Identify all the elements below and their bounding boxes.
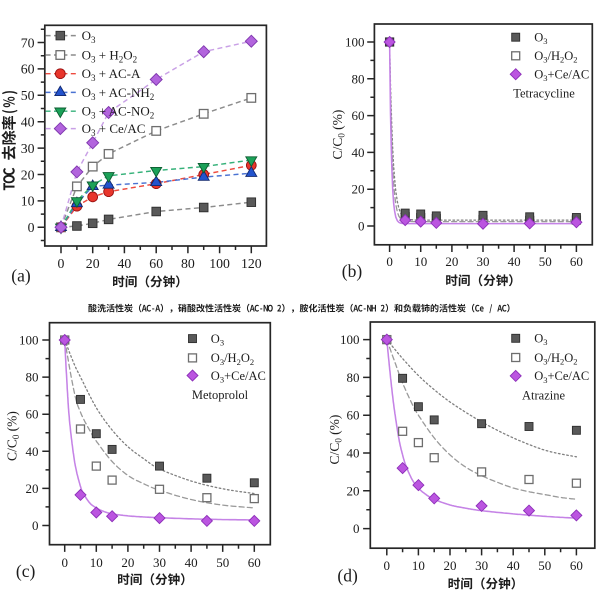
svg-text:40: 40 bbox=[507, 558, 520, 573]
svg-text:O3 + AC-NH2: O3 + AC-NH2 bbox=[82, 85, 155, 102]
svg-text:0: 0 bbox=[28, 220, 35, 235]
svg-text:O3 + AC-A: O3 + AC-A bbox=[82, 66, 141, 83]
svg-text:10: 10 bbox=[414, 254, 427, 269]
svg-text:60: 60 bbox=[26, 407, 39, 422]
svg-text:40: 40 bbox=[118, 256, 132, 271]
svg-text:100: 100 bbox=[340, 332, 360, 347]
svg-text:100: 100 bbox=[209, 256, 230, 271]
svg-text:50: 50 bbox=[21, 88, 35, 103]
svg-text:30: 30 bbox=[475, 558, 488, 573]
svg-text:100: 100 bbox=[345, 35, 365, 50]
svg-text:C/C0 (%): C/C0 (%) bbox=[330, 110, 347, 160]
svg-text:80: 80 bbox=[347, 370, 360, 385]
svg-text:80: 80 bbox=[181, 256, 195, 271]
svg-text:O3/H2O2: O3/H2O2 bbox=[534, 49, 577, 65]
svg-text:40: 40 bbox=[508, 254, 521, 269]
svg-text:C/C0 (%): C/C0 (%) bbox=[5, 411, 22, 461]
svg-text:0: 0 bbox=[384, 558, 391, 573]
svg-text:10: 10 bbox=[412, 558, 425, 573]
svg-text:Tetracycline: Tetracycline bbox=[513, 87, 575, 101]
svg-text:40: 40 bbox=[185, 555, 198, 570]
svg-text:0: 0 bbox=[58, 256, 65, 271]
svg-text:60: 60 bbox=[248, 555, 261, 570]
svg-text:(c): (c) bbox=[16, 561, 36, 581]
svg-text:100: 100 bbox=[19, 333, 39, 348]
svg-text:50: 50 bbox=[538, 558, 551, 573]
svg-text:O3 + H2O2: O3 + H2O2 bbox=[82, 48, 138, 65]
svg-text:30: 30 bbox=[21, 141, 35, 156]
svg-text:60: 60 bbox=[570, 254, 583, 269]
svg-text:O3/H2O2: O3/H2O2 bbox=[534, 351, 577, 367]
svg-text:(b): (b) bbox=[342, 261, 363, 281]
svg-text:120: 120 bbox=[241, 256, 262, 271]
svg-text:20: 20 bbox=[445, 254, 458, 269]
svg-text:20: 20 bbox=[444, 558, 457, 573]
svg-text:0: 0 bbox=[358, 219, 365, 234]
svg-text:80: 80 bbox=[26, 370, 39, 385]
svg-text:20: 20 bbox=[347, 483, 360, 498]
svg-text:60: 60 bbox=[570, 558, 583, 573]
svg-text:Metoprolol: Metoprolol bbox=[192, 388, 249, 402]
svg-text:60: 60 bbox=[347, 408, 360, 423]
svg-text:O3/H2O2: O3/H2O2 bbox=[211, 351, 254, 367]
svg-text:60: 60 bbox=[352, 108, 365, 123]
svg-text:50: 50 bbox=[216, 555, 229, 570]
svg-text:Atrazine: Atrazine bbox=[522, 389, 565, 403]
svg-text:O3 + AC-NO2: O3 + AC-NO2 bbox=[82, 104, 155, 121]
svg-text:30: 30 bbox=[477, 254, 490, 269]
svg-text:0: 0 bbox=[353, 521, 360, 536]
svg-text:20: 20 bbox=[121, 555, 134, 570]
svg-text:20: 20 bbox=[21, 167, 35, 182]
svg-text:60: 60 bbox=[21, 62, 35, 77]
svg-text:0: 0 bbox=[32, 518, 39, 533]
svg-text:30: 30 bbox=[153, 555, 166, 570]
svg-text:70: 70 bbox=[21, 35, 35, 50]
svg-text:40: 40 bbox=[347, 446, 360, 461]
svg-text:(d): (d) bbox=[337, 565, 358, 585]
svg-text:C/C0 (%): C/C0 (%) bbox=[327, 415, 344, 465]
svg-text:50: 50 bbox=[539, 254, 552, 269]
svg-text:(a): (a) bbox=[11, 266, 31, 286]
svg-text:20: 20 bbox=[352, 182, 365, 197]
svg-text:10: 10 bbox=[90, 555, 103, 570]
svg-text:O3+Ce/AC: O3+Ce/AC bbox=[534, 68, 589, 84]
svg-text:40: 40 bbox=[352, 145, 365, 160]
svg-text:40: 40 bbox=[26, 444, 39, 459]
svg-text:0: 0 bbox=[386, 254, 393, 269]
svg-text:20: 20 bbox=[26, 481, 39, 496]
svg-text:60: 60 bbox=[149, 256, 163, 271]
svg-text:80: 80 bbox=[352, 71, 365, 86]
svg-text:O3 + Ce/AC: O3 + Ce/AC bbox=[82, 121, 146, 138]
svg-text:0: 0 bbox=[61, 555, 68, 570]
svg-text:20: 20 bbox=[86, 256, 100, 271]
svg-text:40: 40 bbox=[21, 115, 35, 130]
svg-text:O3+Ce/AC: O3+Ce/AC bbox=[211, 369, 266, 385]
svg-text:10: 10 bbox=[21, 194, 35, 209]
svg-text:O3+Ce/AC: O3+Ce/AC bbox=[534, 369, 589, 385]
